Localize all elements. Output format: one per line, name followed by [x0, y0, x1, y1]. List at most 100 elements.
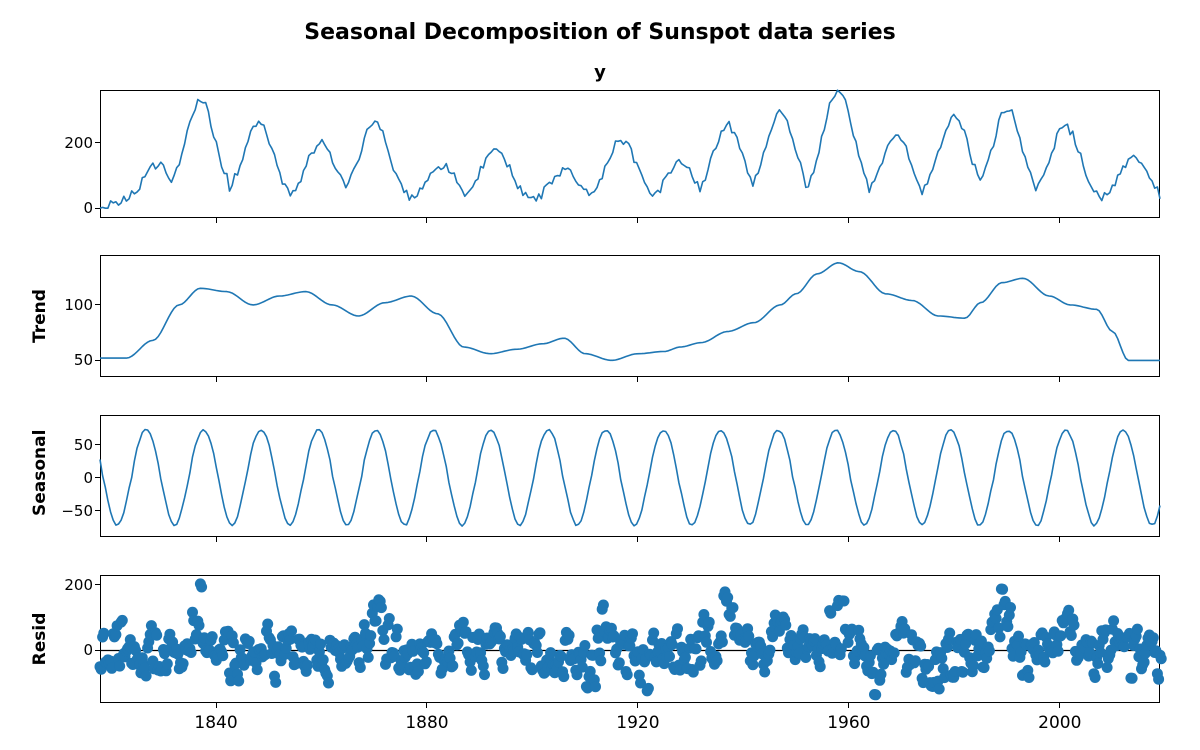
ytick-label: 0 [45, 199, 93, 217]
resid-point [196, 582, 207, 593]
line-trend [100, 263, 1160, 361]
xtick-mark [637, 218, 638, 223]
resid-point [151, 630, 162, 641]
xtick-mark [426, 377, 427, 382]
resid-point [995, 631, 1006, 642]
resid-point [595, 655, 606, 666]
ytick-label: 200 [45, 576, 93, 594]
resid-point [1002, 621, 1013, 632]
resid-point [1039, 657, 1050, 668]
resid-point [431, 638, 442, 649]
resid-point [535, 627, 546, 638]
xtick-label: 1840 [191, 713, 241, 733]
resid-point [114, 661, 125, 672]
plot-trend [100, 255, 1160, 377]
figure: Seasonal Decomposition of Sunspot data s… [0, 0, 1200, 750]
resid-point [722, 592, 733, 603]
resid-point [363, 652, 374, 663]
ytick-label: −50 [45, 502, 93, 520]
xtick-mark [1059, 218, 1060, 223]
resid-point [564, 630, 575, 641]
plot-resid [100, 575, 1160, 703]
resid-point [379, 634, 390, 645]
resid-point [545, 647, 556, 658]
resid-point [453, 638, 464, 649]
resid-point [590, 681, 601, 692]
ytick-label: 0 [45, 641, 93, 659]
resid-point [1153, 674, 1164, 685]
resid-point [498, 663, 509, 674]
resid-point [712, 655, 723, 666]
resid-point [117, 615, 128, 626]
resid-point [728, 602, 739, 613]
xtick-mark [216, 377, 217, 382]
line-seasonal [100, 430, 1160, 526]
resid-point [1132, 624, 1143, 635]
resid-point [178, 658, 189, 669]
resid-point [98, 628, 109, 639]
resid-point [270, 677, 281, 688]
resid-point [302, 660, 313, 671]
ytick-label: 50 [45, 436, 93, 454]
ytick-label: 0 [45, 469, 93, 487]
xtick-mark [848, 218, 849, 223]
ylabel-resid: Resid [30, 599, 50, 679]
resid-point [466, 665, 477, 676]
xtick-mark [216, 537, 217, 542]
resid-point [759, 667, 770, 678]
xtick-mark [426, 537, 427, 542]
resid-point [765, 645, 776, 656]
resid-point [244, 636, 255, 647]
resid-point [579, 640, 590, 651]
resid-point [1148, 632, 1159, 643]
resid-point [207, 631, 218, 642]
resid-point [627, 628, 638, 639]
xtick-label: 1960 [824, 713, 874, 733]
resid-point [815, 661, 826, 672]
xtick-mark [848, 377, 849, 382]
xtick-mark [848, 537, 849, 542]
resid-point [1005, 602, 1016, 613]
resid-point [889, 647, 900, 658]
resid-point [365, 630, 376, 641]
resid-point [355, 662, 366, 673]
xtick-mark [1059, 537, 1060, 542]
xtick-label: 2000 [1035, 713, 1085, 733]
resid-point [968, 660, 979, 671]
resid-point [1069, 620, 1080, 631]
resid-point [1156, 653, 1167, 664]
resid-point [521, 649, 532, 660]
ytick-label: 50 [45, 351, 93, 369]
xtick-mark [426, 703, 427, 708]
panel-title-y: y [0, 62, 1200, 83]
resid-point [915, 641, 926, 652]
resid-point [696, 655, 707, 666]
resid-point [262, 619, 273, 630]
resid-point [997, 584, 1008, 595]
ytick-label: 200 [45, 134, 93, 152]
resid-point [622, 669, 633, 680]
ytick-label: 100 [45, 296, 93, 314]
plot-seasonal [100, 415, 1160, 537]
resid-point [936, 653, 947, 664]
xtick-mark [848, 703, 849, 708]
resid-point [598, 600, 609, 611]
resid-point [392, 624, 403, 635]
resid-point [1024, 672, 1035, 683]
resid-point [984, 645, 995, 656]
resid-point [421, 656, 432, 667]
resid-point [704, 617, 715, 628]
resid-point [876, 669, 887, 680]
resid-point [643, 683, 654, 694]
resid-point [691, 643, 702, 654]
resid-point [162, 658, 173, 669]
resid-point [1066, 630, 1077, 641]
resid-point [944, 628, 955, 639]
resid-point [458, 617, 469, 628]
resid-point [1053, 646, 1064, 657]
xtick-mark [426, 218, 427, 223]
resid-point [558, 671, 569, 682]
resid-point [384, 613, 395, 624]
xtick-mark [216, 703, 217, 708]
resid-point [664, 651, 675, 662]
